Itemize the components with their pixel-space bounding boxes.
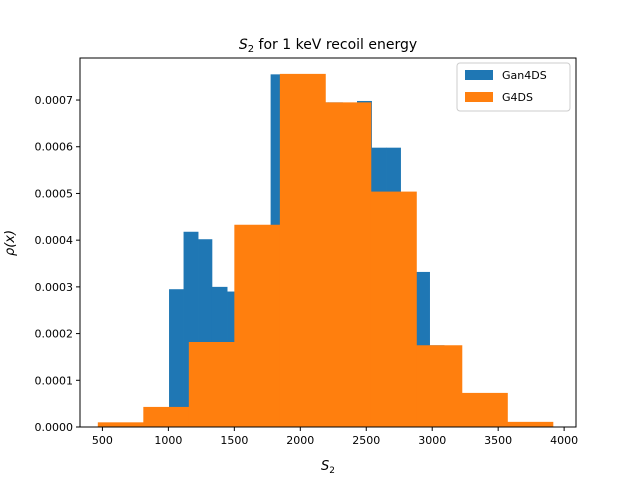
bar-g4ds-6 xyxy=(370,191,417,427)
plot-frame xyxy=(79,57,577,428)
legend-label-g4ds: G4DS xyxy=(502,91,533,104)
y-tick-label-6: 0.0006 xyxy=(35,141,74,154)
chart-title: S2 for 1 keV recoil energy xyxy=(239,37,417,55)
y-axis-label: ρ(x) xyxy=(3,230,18,256)
bars-layer xyxy=(97,73,554,428)
bar-gan4ds-0 xyxy=(169,289,184,427)
x-axis-label-main: S xyxy=(321,459,329,474)
x-tick-label-7: 4000 xyxy=(550,434,578,447)
x-axis-label: S2 xyxy=(321,459,335,476)
legend-swatch-gan4ds xyxy=(465,70,493,80)
bar-g4ds-3 xyxy=(234,224,281,427)
x-tick-label-1: 1000 xyxy=(154,434,182,447)
y-tick-label-4: 0.0004 xyxy=(35,234,74,247)
y-axis-ticks: 0.0000 0.0001 0.0002 0.0003 0.0004 0.0005 0.00… xyxy=(35,94,80,434)
x-tick-label-5: 3000 xyxy=(418,434,446,447)
x-axis-label-subscript: 2 xyxy=(329,466,335,476)
y-tick-label-1: 0.0001 xyxy=(35,374,74,387)
bar-g4ds-4 xyxy=(279,73,326,427)
bar-g4ds-0 xyxy=(97,422,144,427)
x-tick-label-2: 1500 xyxy=(220,434,248,447)
x-tick-label-6: 3500 xyxy=(484,434,512,447)
chart-title-subscript: 2 xyxy=(248,44,254,55)
bar-g4ds-5 xyxy=(325,102,372,428)
bar-g4ds-8 xyxy=(461,392,508,427)
legend: Gan4DS G4DS xyxy=(456,62,571,112)
chart-title-rest: for 1 keV recoil energy xyxy=(254,37,417,53)
x-axis-ticks: 500 1000 1500 2000 2500 3000 3500 4000 xyxy=(92,427,578,447)
y-tick-label-0: 0.0000 xyxy=(35,421,74,434)
x-tick-label-0: 500 xyxy=(92,434,113,447)
bar-g4ds-1 xyxy=(143,406,190,427)
bar-g4ds-2 xyxy=(188,341,235,427)
y-tick-label-5: 0.0005 xyxy=(35,187,74,200)
x-tick-label-3: 2000 xyxy=(286,434,314,447)
y-tick-label-7: 0.0007 xyxy=(35,94,74,107)
y-tick-label-3: 0.0003 xyxy=(35,281,74,294)
bar-g4ds-7 xyxy=(416,345,463,427)
y-tick-label-2: 0.0002 xyxy=(35,328,74,341)
chart-title-main: S xyxy=(239,37,248,53)
x-tick-label-4: 2500 xyxy=(352,434,380,447)
legend-swatch-g4ds xyxy=(465,92,493,102)
bar-g4ds-9 xyxy=(507,421,554,427)
legend-label-gan4ds: Gan4DS xyxy=(502,69,547,82)
